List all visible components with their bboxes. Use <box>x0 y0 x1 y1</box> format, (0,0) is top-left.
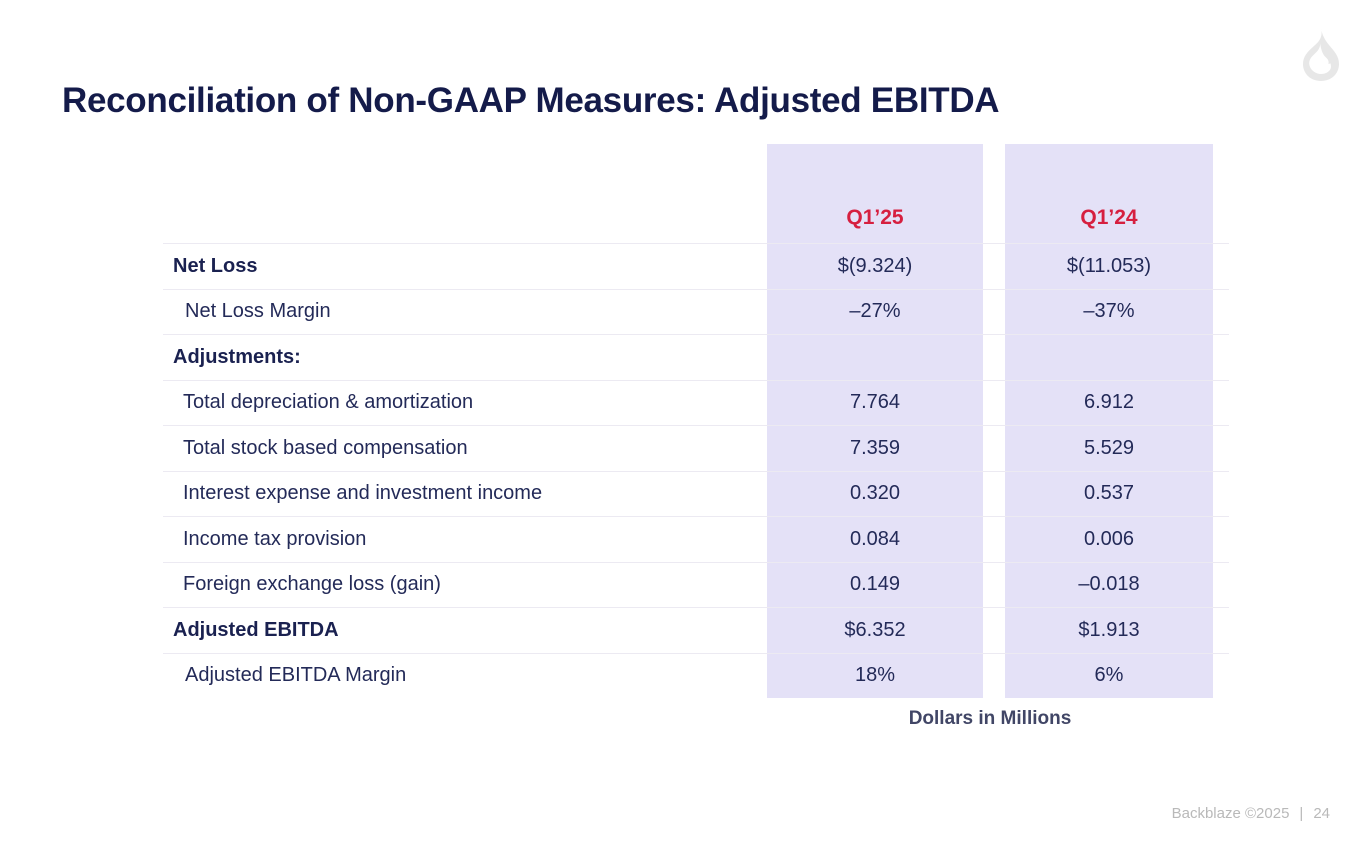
column-gap <box>983 335 1005 380</box>
row-label: Net Loss Margin <box>185 300 331 323</box>
q124-value: 6.912 <box>1005 380 1213 425</box>
q124-value: 5.529 <box>1005 426 1213 471</box>
q125-header-label: Q1’25 <box>846 206 904 229</box>
q124-value: 0.537 <box>1005 471 1213 516</box>
table-row: Foreign exchange loss (gain) 0.149 –0.01… <box>163 561 1229 608</box>
row-label: Total depreciation & amortization <box>183 391 474 414</box>
footer-page-number: 24 <box>1313 805 1330 822</box>
row-label: Net Loss <box>173 254 258 277</box>
row-tail <box>1213 426 1229 471</box>
q125-value: 0.084 <box>767 517 983 562</box>
header-spacer <box>163 144 767 243</box>
q125-value: $(9.324) <box>767 244 983 289</box>
row-tail <box>1213 654 1229 699</box>
table-row: Net Loss $(9.324) $(11.053) <box>163 243 1229 289</box>
row-tail <box>1213 335 1229 380</box>
row-label: Interest expense and investment income <box>183 482 543 505</box>
row-label: Adjusted EBITDA Margin <box>185 664 407 687</box>
table-header-q124: Q1’24 <box>1005 144 1213 243</box>
table-row: Income tax provision 0.084 0.006 <box>163 516 1229 562</box>
row-tail <box>1213 472 1229 517</box>
q125-value: 18% <box>767 653 983 698</box>
row-tail <box>1213 517 1229 562</box>
q125-value: 7.359 <box>767 426 983 471</box>
table-row: Adjusted EBITDA Margin 18% 6% <box>163 652 1229 699</box>
column-gap <box>983 517 1005 562</box>
column-gap <box>983 563 1005 608</box>
table-row: Interest expense and investment income 0… <box>163 470 1229 517</box>
q125-value: $6.352 <box>767 608 983 653</box>
row-label: Total stock based compensation <box>183 436 468 459</box>
row-tail <box>1213 608 1229 653</box>
footer-separator: | <box>1299 805 1304 822</box>
column-gap <box>983 244 1005 289</box>
table-row: Total stock based compensation 7.359 5.5… <box>163 425 1229 471</box>
table-note: Dollars in Millions <box>908 708 1072 729</box>
column-gap <box>983 144 1005 243</box>
q124-value: 0.006 <box>1005 517 1213 562</box>
page-title: Reconciliation of Non-GAAP Measures: Adj… <box>62 81 1000 120</box>
row-tail <box>1213 290 1229 335</box>
table-row: Adjustments: <box>163 334 1229 380</box>
q124-header-label: Q1’24 <box>1080 206 1138 229</box>
footer: Backblaze ©2025 | 24 <box>1172 805 1330 822</box>
column-gap <box>983 608 1005 653</box>
row-label: Adjusted EBITDA <box>173 618 339 641</box>
q124-value <box>1005 335 1213 380</box>
column-gap <box>983 381 1005 426</box>
table-header-q125: Q1’25 <box>767 144 983 243</box>
q125-value <box>767 335 983 380</box>
column-gap <box>983 290 1005 335</box>
row-tail <box>1213 381 1229 426</box>
reconciliation-table: Q1’25 Q1’24 Net Loss $(9.324) $(11.053) … <box>163 144 1229 698</box>
q124-value: $1.913 <box>1005 608 1213 653</box>
row-tail <box>1213 244 1229 289</box>
q125-value: 0.320 <box>767 471 983 516</box>
row-tail <box>1213 563 1229 608</box>
table-row: Net Loss Margin –27% –37% <box>163 288 1229 335</box>
table-row: Total depreciation & amortization 7.764 … <box>163 379 1229 426</box>
q125-value: –27% <box>767 289 983 334</box>
footer-brand: Backblaze ©2025 <box>1171 805 1290 822</box>
column-gap <box>983 426 1005 471</box>
q124-value: –0.018 <box>1005 562 1213 607</box>
backblaze-flame-logo <box>1303 28 1339 81</box>
q125-value: 0.149 <box>767 562 983 607</box>
column-gap <box>983 472 1005 517</box>
q124-value: $(11.053) <box>1005 244 1213 289</box>
q125-value: 7.764 <box>767 380 983 425</box>
row-label: Foreign exchange loss (gain) <box>183 573 441 596</box>
row-label: Income tax provision <box>183 527 367 550</box>
column-gap <box>983 654 1005 699</box>
row-tail <box>1213 144 1229 243</box>
table-row: Adjusted EBITDA $6.352 $1.913 <box>163 607 1229 653</box>
q124-value: –37% <box>1005 289 1213 334</box>
row-label: Adjustments: <box>173 345 301 368</box>
q124-value: 6% <box>1005 653 1213 698</box>
table-header-row: Q1’25 Q1’24 <box>163 144 1229 243</box>
